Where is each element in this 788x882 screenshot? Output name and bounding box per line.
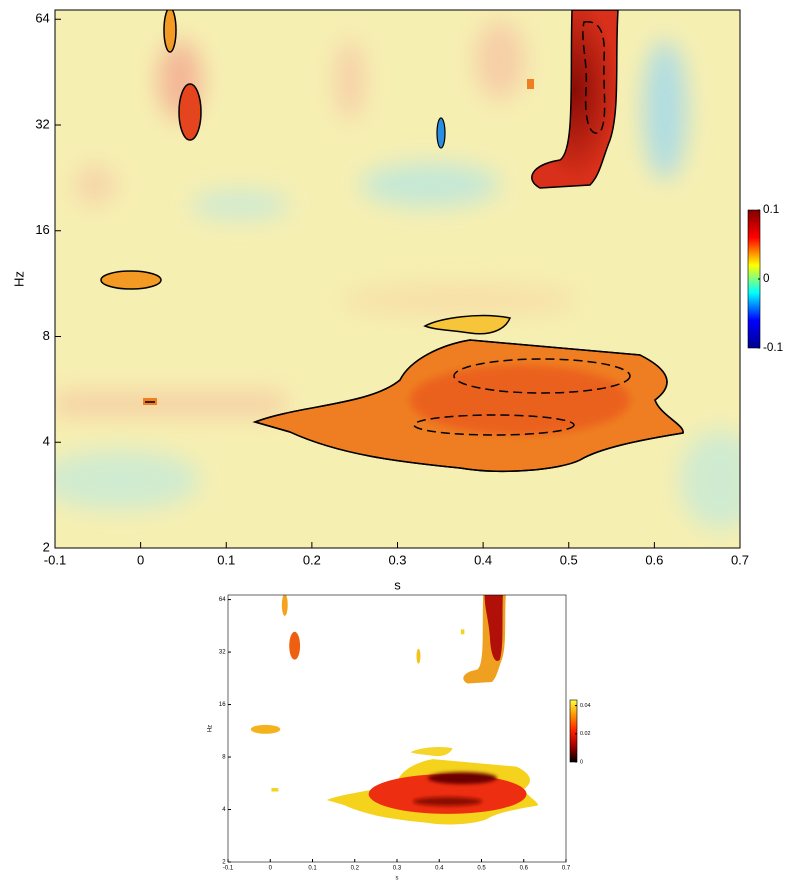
y-tick-label: 32 xyxy=(219,650,226,656)
y-tick-label: 4 xyxy=(43,434,50,449)
x-tick-label: 0.7 xyxy=(562,866,571,872)
heatmap-bottom xyxy=(228,594,566,862)
y-tick-label: 16 xyxy=(35,222,49,237)
y-tick-label: 64 xyxy=(35,11,49,26)
y-tick-label: 2 xyxy=(43,539,50,554)
heatmap-top xyxy=(40,8,760,548)
y-tick-label: 32 xyxy=(35,116,49,131)
x-tick-label: 0.5 xyxy=(477,866,486,872)
colorbar-tick-label: 0.1 xyxy=(763,203,779,216)
x-tick-label: 0 xyxy=(137,552,144,567)
x-tick-label: 0.2 xyxy=(351,866,360,872)
x-tick-label: 0.1 xyxy=(217,552,235,567)
x-tick-label: 0.4 xyxy=(474,552,492,567)
x-tick-label: 0.1 xyxy=(308,866,317,872)
x-tick-label: 0.4 xyxy=(435,866,444,872)
x-tick-label: 0.7 xyxy=(731,552,749,567)
x-axis-label: s xyxy=(396,876,399,882)
colorbar-tick-label: 0.02 xyxy=(580,731,591,737)
x-tick-label: 0.6 xyxy=(645,552,663,567)
x-tick-label: -0.1 xyxy=(223,866,234,872)
y-tick-label: 8 xyxy=(222,755,226,761)
colorbar-tick-label: 0 xyxy=(763,272,770,285)
colorbar-tick-label: -0.1 xyxy=(763,341,783,354)
y-tick-label: 16 xyxy=(219,702,226,708)
x-tick-label: 0.3 xyxy=(388,552,406,567)
y-tick-label: 64 xyxy=(219,597,226,603)
y-tick-label: 4 xyxy=(222,807,226,813)
y-axis-label: Hz xyxy=(208,725,214,732)
x-tick-label: 0.6 xyxy=(520,866,529,872)
x-tick-label: 0.2 xyxy=(303,552,321,567)
x-tick-label: 0.3 xyxy=(393,866,402,872)
x-axis-label: s xyxy=(394,577,401,592)
y-tick-label: 8 xyxy=(43,328,50,343)
x-tick-label: 0.5 xyxy=(560,552,578,567)
colorbar-tick-label: 0.04 xyxy=(580,703,591,709)
x-tick-label: -0.1 xyxy=(44,552,66,567)
figure: -0.1 0 0.1 0.2 0.3 0.4 0.5 0.6 0.7 2 4 8 16 32 64 s Hz -0… xyxy=(0,0,788,882)
x-tick-label: 0 xyxy=(269,866,273,872)
y-axis-label: Hz xyxy=(11,271,26,287)
colorbar-tick-label: 0 xyxy=(580,759,583,765)
colorbar xyxy=(570,700,577,762)
